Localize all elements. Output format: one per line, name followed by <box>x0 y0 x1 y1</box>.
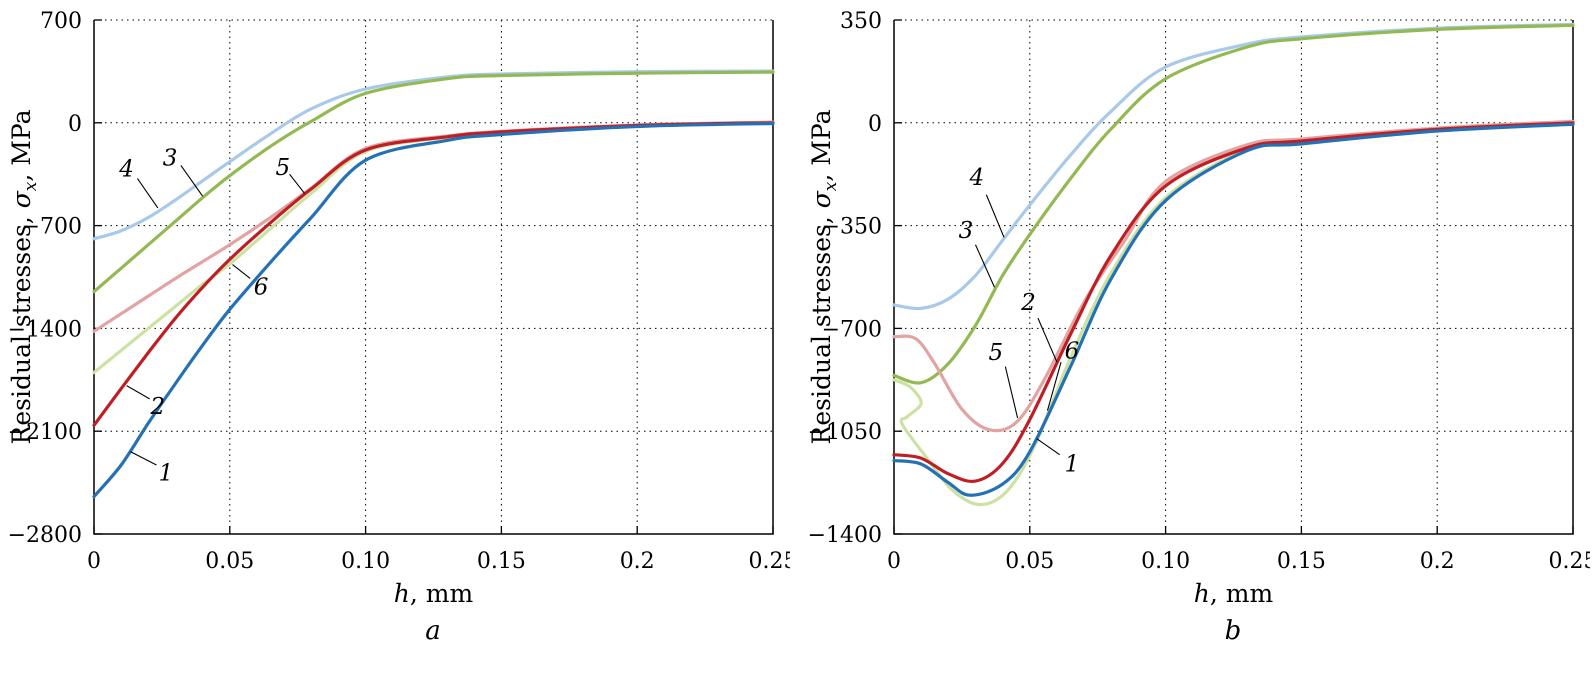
curve-label-6: 6 <box>254 275 269 301</box>
x-tick-label: 0.2 <box>620 549 655 574</box>
curve-1 <box>892 122 1575 497</box>
curve-4 <box>92 69 775 241</box>
curve-label-6: 6 <box>1065 338 1080 364</box>
curve-2 <box>92 121 775 427</box>
curve-1 <box>92 121 775 499</box>
curve-label-3: 3 <box>959 218 974 244</box>
curve-label-5: 5 <box>275 155 290 181</box>
x-tick-label: 0 <box>887 549 901 574</box>
x-tick-label: 0.25 <box>1549 549 1590 574</box>
curve-6 <box>892 121 1575 507</box>
y-tick-label: 0 <box>68 112 82 137</box>
chart-panel-b: 0 0.05 0.10 0.15 0.2 0.25 350 0 −350 −700 −1050 −14… <box>802 6 1590 646</box>
axis-frame <box>893 20 1574 535</box>
curve-3 <box>92 70 775 294</box>
curve-6 <box>92 121 775 375</box>
x-tick-label: 0.15 <box>477 549 526 574</box>
curve-label-1: 1 <box>1065 452 1080 478</box>
figure: 00.050.100.150.20.257000−700−1400−2100−2… <box>2 6 1590 646</box>
x-tick-label: 0.10 <box>1141 549 1190 574</box>
y-tick-label: −2800 <box>8 523 82 548</box>
chart-b-canvas: 0 0.05 0.10 0.15 0.2 0.25 350 0 −350 −700 −1050 −14… <box>807 9 1590 606</box>
y-tick-label: −700 <box>22 215 82 240</box>
x-tick-label: 0.2 <box>1420 549 1455 574</box>
y-tick-label: −1050 <box>808 420 882 445</box>
curve-label-leader-2 <box>126 385 150 400</box>
curve-label-leader-1 <box>1036 438 1060 456</box>
chart-a-caption: a <box>425 616 441 646</box>
x-tick-label: 0.15 <box>1277 549 1326 574</box>
curve-label-leader-4 <box>137 178 159 209</box>
curve-label-leader-6 <box>232 264 251 279</box>
x-tick-label: 0.25 <box>749 549 790 574</box>
curve-2 <box>892 121 1575 484</box>
x-tick-label: 0.05 <box>205 549 254 574</box>
curve-3 <box>892 23 1575 385</box>
y-tick-label: −1400 <box>8 317 82 342</box>
curve-label-leader-2 <box>1037 317 1058 363</box>
y-tick-label: −2100 <box>8 420 82 445</box>
chart-b-caption: b <box>1224 616 1242 646</box>
curve-4 <box>892 22 1575 311</box>
curve-5 <box>892 119 1575 433</box>
y-tick-label: −350 <box>822 215 882 240</box>
x-axis-label: h, mm <box>394 579 474 606</box>
y-axis-label: Residual stresses, σx, MPa <box>807 109 841 444</box>
curve-label-leader-1 <box>130 451 157 466</box>
curve-label-4: 4 <box>118 156 134 182</box>
x-tick-label: 0.10 <box>341 549 390 574</box>
curve-5 <box>92 120 775 333</box>
curve-label-1: 1 <box>159 460 174 486</box>
x-tick-label: 0.05 <box>1005 549 1054 574</box>
y-tick-label: −700 <box>822 317 882 342</box>
curve-label-leader-3 <box>180 165 204 197</box>
curve-label-leader-5 <box>289 173 305 194</box>
y-tick-label: −1400 <box>808 523 882 548</box>
curve-label-leader-3 <box>974 244 995 288</box>
x-tick-label: 0 <box>87 549 101 574</box>
y-axis-label: Residual stresses, σx, MPa <box>7 109 41 444</box>
chart-a-canvas: 0 0.05 0.10 0.15 0.2 0.25 700 0 −700 −1400 −2100 −2… <box>7 9 790 606</box>
y-tick-label: 0 <box>868 112 882 137</box>
curve-label-2: 2 <box>150 394 166 420</box>
axis-frame <box>93 20 774 535</box>
y-tick-label: 350 <box>840 9 882 34</box>
curve-label-3: 3 <box>163 145 178 171</box>
curve-label-leader-4 <box>985 194 1005 238</box>
curve-label-2: 2 <box>1020 290 1036 316</box>
curve-label-4: 4 <box>969 165 985 191</box>
curve-label-leader-6 <box>1046 362 1062 411</box>
chart-panel-a: 0 0.05 0.10 0.15 0.2 0.25 700 0 −700 −1400 −2100 −2… <box>2 6 790 646</box>
x-axis-label: h, mm <box>1194 579 1274 606</box>
y-tick-label: 700 <box>40 9 82 34</box>
curve-label-leader-5 <box>1004 366 1019 419</box>
curve-label-5: 5 <box>989 340 1004 366</box>
